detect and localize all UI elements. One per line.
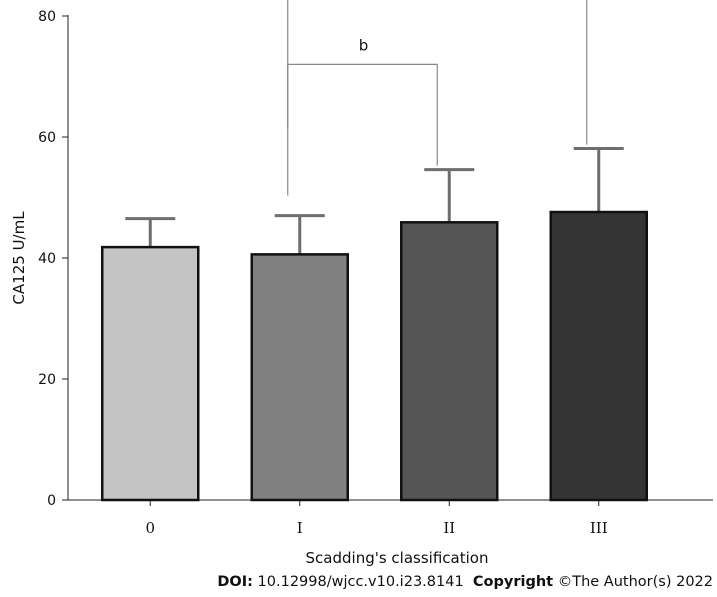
- bar: [101, 245, 200, 502]
- x-category-label: I: [297, 519, 303, 537]
- bar: [549, 210, 648, 502]
- doi-value: 10.12998/wjcc.v10.i23.8141: [257, 574, 464, 590]
- y-axis-title: CA125 U/mL: [10, 211, 28, 305]
- y-tick-label: 60: [38, 130, 56, 146]
- doi-label: DOI:: [217, 574, 253, 590]
- y-tick-label: 20: [38, 372, 56, 388]
- significance-label: b: [359, 36, 369, 54]
- y-tick-label: 80: [38, 9, 56, 25]
- significance-bracket: [287, 63, 438, 196]
- bar: [250, 253, 349, 502]
- y-tick-label: 40: [38, 251, 56, 267]
- significance-brackets: bb: [287, 0, 588, 196]
- x-category-label: III: [590, 519, 608, 537]
- x-axis-title: Scadding's classification: [306, 549, 489, 567]
- citation-footer: DOI: 10.12998/wjcc.v10.i23.8141 Copyrigh…: [0, 574, 717, 596]
- significance-bracket: [287, 0, 588, 145]
- bar: [400, 221, 499, 502]
- bars: [101, 146, 648, 502]
- copyright-label: Copyright: [472, 574, 554, 590]
- x-category-label: 0: [145, 519, 155, 537]
- y-tick-label: 0: [47, 493, 56, 509]
- copyright-value: ©The Author(s) 2022: [557, 574, 713, 590]
- x-category-label: II: [443, 519, 455, 537]
